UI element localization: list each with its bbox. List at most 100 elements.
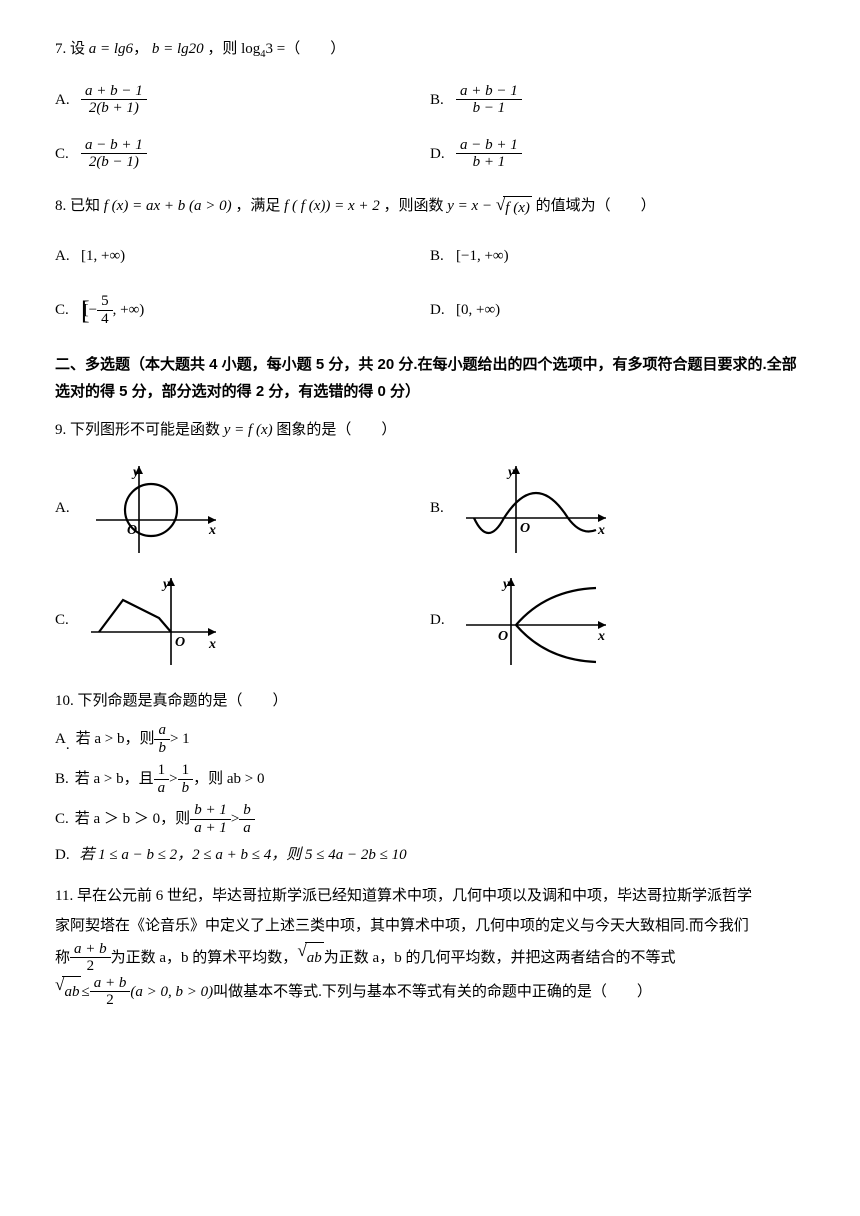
q7-post: ，则 log [207, 41, 260, 57]
q11-cond: (a > 0, b > 0) [130, 977, 213, 1007]
q8-num: 8. [55, 198, 66, 214]
q7-opt-a: A. a + b − 1 2(b + 1) [55, 77, 430, 123]
q10-c-f2: b a [239, 802, 255, 836]
q10-c-mid: > [231, 808, 239, 831]
q10-stem: 10. 下列命题是真命题的是（ ） [55, 690, 805, 713]
q10-b-pre: 若 a > b，且 [75, 768, 154, 791]
q9-opt-a: A. y x O [55, 458, 430, 558]
q7-opt-d: D. a − b + 1 b + 1 [430, 131, 805, 177]
q9-opt-c: C. y x O [55, 570, 430, 670]
q9-opt-d: D. y x O [430, 570, 805, 670]
q10-c-f1: b + 1 a + 1 [190, 802, 231, 836]
q8-ffx: f ( f (x)) = x + 2 [284, 198, 380, 214]
q10-b-f2: 1 b [178, 762, 194, 796]
q8-opt-c: C. [ [− 5 4 , +∞) [55, 287, 430, 333]
q8-a: 已知 [70, 198, 100, 214]
q7-pre: 设 [70, 41, 85, 57]
q11-l3a: 称 [55, 943, 70, 973]
q8-a-lab: A. [55, 245, 81, 268]
q9-a: 下列图形不可能是函数 [70, 422, 220, 438]
q8-c: ，则函数 [384, 198, 444, 214]
svg-text:x: x [597, 523, 605, 538]
q9-b-lab: B. [430, 497, 456, 520]
q8-d-txt: [0, +∞) [456, 299, 500, 322]
q8-fx: f (x) = ax + b (a > 0) [104, 198, 232, 214]
q8-b-lab: B. [430, 245, 456, 268]
svg-text:y: y [131, 465, 140, 480]
q8-b: ，满足 [235, 198, 280, 214]
q7-c-lab: C. [55, 143, 81, 166]
q9-yfx: y = f (x) [224, 422, 273, 438]
q10-opt-d: D. 若 1 ≤ a − b ≤ 2，2 ≤ a + b ≤ 4，则 5 ≤ 4… [55, 844, 805, 867]
q7-c-frac: a − b + 1 2(b − 1) [81, 137, 147, 171]
q7-c-num: a − b + 1 [81, 137, 147, 155]
q11-f1: a + b 2 [70, 941, 111, 975]
q10-b-f1: 1 a [154, 762, 170, 796]
q10-a-frac: a b [154, 722, 170, 756]
q10-c-d2: a [239, 820, 255, 837]
q8-c-den: 4 [97, 311, 113, 328]
q11-sqrt1-arg: ab [305, 942, 324, 973]
q10-a-lab: A [55, 728, 66, 751]
q11-l4-wrap: √ ab ≤ a + b 2 (a > 0, b > 0) 叫做基本不等式.下列… [55, 975, 805, 1009]
q8-options: A. [1, +∞) B. [−1, +∞) C. [ [− 5 4 , +∞)… [55, 229, 805, 337]
question-10: 10. 下列命题是真命题的是（ ） A . 若 a > b，则 a b > 1 … [55, 690, 805, 867]
svg-text:y: y [161, 577, 170, 592]
svg-text:x: x [208, 523, 216, 538]
q7-b-eq: b = lg20 [152, 41, 204, 57]
svg-text:O: O [498, 629, 508, 644]
q11-sqrt2-arg: ab [62, 976, 81, 1007]
q11-l3-wrap: 称 a + b 2 为正数 a，b 的算术平均数， √ ab 为正数 a，b 的… [55, 941, 805, 975]
svg-text:y: y [501, 577, 510, 592]
graph-d-icon: y x O [456, 570, 616, 670]
q7-d-num: a − b + 1 [456, 137, 522, 155]
q7-a-frac: a + b − 1 2(b + 1) [81, 83, 147, 117]
q10-a-den: b [154, 740, 170, 757]
q10-b-d2: b [178, 780, 194, 797]
q9-stem: 9. 下列图形不可能是函数 y = f (x) 图象的是（ ） [55, 419, 805, 442]
q7-options: A. a + b − 1 2(b + 1) B. a + b − 1 b − 1… [55, 73, 805, 181]
q11-sqrt2: √ ab [55, 976, 81, 1007]
q10-opt-b: B. 若 a > b，且 1 a > 1 b ，则 ab > 0 [55, 762, 805, 796]
q10-b-lab: B. [55, 768, 69, 791]
q11-l3b: 为正数 a，b 的算术平均数， [111, 943, 298, 973]
question-7: 7. 设 a = lg6， b = lg20 ，则 log43 =（ ） A. … [55, 38, 805, 181]
q9-options: A. y x O B. y x O [55, 452, 805, 676]
q7-num: 7. [55, 41, 66, 57]
q7-d-lab: D. [430, 143, 456, 166]
svg-text:x: x [208, 637, 216, 652]
q11-f2n: a + b [90, 975, 131, 993]
q8-opt-d: D. [0, +∞) [430, 287, 805, 333]
q10-c-pre: 若 a ＞ b ＞ 0，则 [75, 808, 190, 831]
graph-b-icon: y x O [456, 458, 616, 558]
q7-b-frac: a + b − 1 b − 1 [456, 83, 522, 117]
q10-c-d1: a + 1 [190, 820, 231, 837]
q7-c-den: 2(b − 1) [81, 154, 147, 171]
svg-text:O: O [520, 521, 530, 536]
q8-b-txt: [−1, +∞) [456, 245, 509, 268]
q11-l2: 家阿契塔在《论音乐》中定义了上述三类中项，其中算术中项，几何中项的定义与今天大致… [55, 911, 805, 941]
q7-a-eq: a = lg6 [89, 41, 133, 57]
svg-text:y: y [506, 465, 515, 480]
q10-num: 10. [55, 693, 74, 709]
q7-b-lab: B. [430, 89, 456, 112]
q7-opt-b: B. a + b − 1 b − 1 [430, 77, 805, 123]
q11-f2d: 2 [90, 992, 131, 1009]
q9-num: 9. [55, 422, 66, 438]
q9-a-lab: A. [55, 497, 81, 520]
q10-a-num: a [154, 722, 170, 740]
q10-b-post: ，则 ab > 0 [193, 768, 264, 791]
q10-c-lab: C. [55, 808, 69, 831]
q11-l1-wrap: 11. 早在公元前 6 世纪，毕达哥拉斯学派已经知道算术中项，几何中项以及调和中… [55, 881, 805, 911]
q8-yeq: y = x − [447, 198, 492, 214]
q10-txt: 下列命题是真命题的是（ ） [78, 693, 288, 709]
q10-b-n1: 1 [154, 762, 170, 780]
q8-d-lab: D. [430, 299, 456, 322]
q11-f2: a + b 2 [90, 975, 131, 1009]
q11-sqrt1: √ ab [297, 942, 323, 973]
svg-text:x: x [597, 629, 605, 644]
q8-c-post: , +∞) [113, 299, 145, 322]
q9-d-lab: D. [430, 609, 456, 632]
q7-a-lab: A. [55, 89, 81, 112]
question-8: 8. 已知 f (x) = ax + b (a > 0) ，满足 f ( f (… [55, 195, 805, 338]
